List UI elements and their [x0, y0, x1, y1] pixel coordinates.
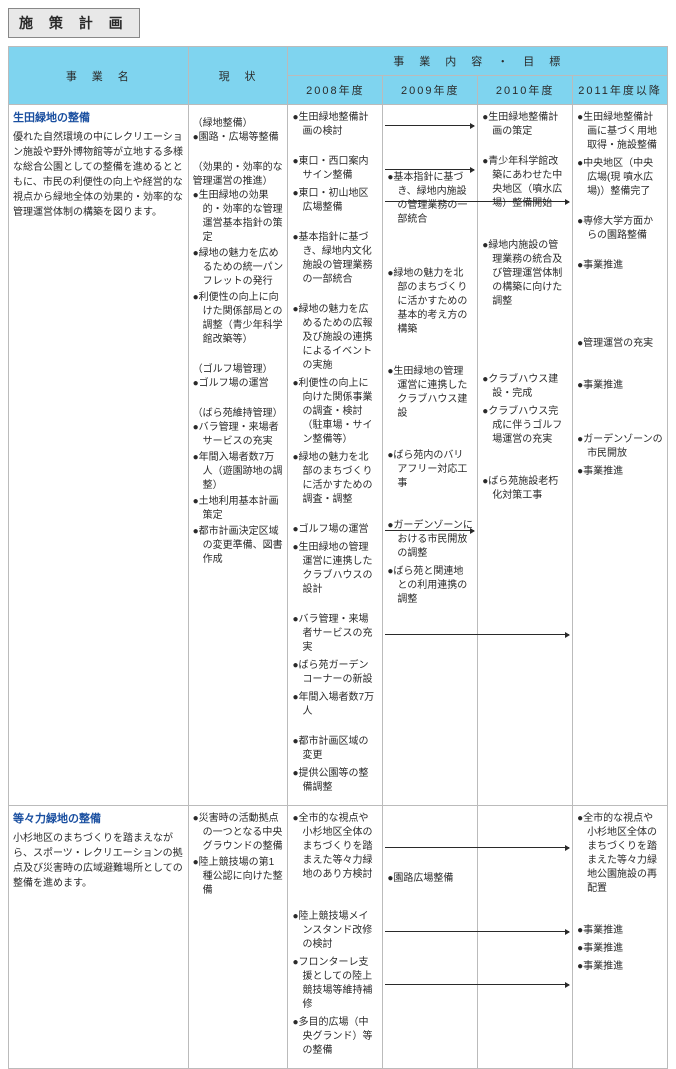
- status-item: ●都市計画決定区域の変更準備、図書作成: [193, 525, 284, 567]
- bullet-item: ●ばら苑と関連地との利用連携の調整: [387, 565, 473, 607]
- project-description: 優れた自然環境の中にレクリエーション施設や野外博物館等が立地する多様な総合公園と…: [13, 130, 184, 220]
- bullet-item: ●提供公園等の整備調整: [292, 767, 378, 795]
- arrow-icon: [385, 201, 569, 202]
- bullet-item: ●緑地の魅力を北部のまちづくりに活かすための基本的考え方の構築: [387, 267, 473, 337]
- bullet-item: ●園路広場整備: [387, 872, 473, 886]
- status-cell: （緑地整備）●園路・広場等整備 （効果的・効率的な管理運営の推進）●生田緑地の効果…: [188, 105, 288, 806]
- status-item: ●バラ管理・来場者サービスの充実: [193, 421, 284, 449]
- y2009-cell: ●基本指針に基づき、緑地内施設の管理業務の一部統合 ●緑地の魅力を北部のまちづくり…: [383, 105, 478, 806]
- bullet-item: ●バラ管理・来場者サービスの充実: [292, 613, 378, 655]
- header-status: 現 状: [188, 47, 288, 105]
- bullet-item: ●事業推進: [577, 960, 663, 974]
- bullet-item: ●陸上競技場メインスタンド改修の検討: [292, 910, 378, 952]
- arrow-icon: [385, 931, 569, 932]
- project-title: 等々力緑地の整備: [13, 812, 184, 827]
- y2008-cell: ●全市的な視点や小杉地区全体のまちづくりを踏まえた等々力緑地のあり方検討 ●陸上競…: [288, 806, 383, 1069]
- status-group-head: （効果的・効率的な管理運営の推進）: [193, 161, 284, 189]
- status-item: ●災害時の活動拠点の一つとなる中央グラウンドの整備: [193, 812, 284, 854]
- bullet-item: ●事業推進: [577, 259, 663, 273]
- header-y2011: 2011年度以降: [573, 76, 668, 105]
- status-item: ●生田緑地の効果的・効率的な管理運営基本指針の策定: [193, 189, 284, 245]
- bullet-item: ●事業推進: [577, 924, 663, 938]
- arrow-icon: [385, 847, 569, 848]
- bullet-item: ●青少年科学館改築にあわせた中央地区（噴水広場）整備開始: [482, 155, 568, 211]
- arrow-icon: [385, 169, 474, 170]
- bullet-item: ●緑地内施設の管理業務の統合及び管理運営体制の構築に向けた調整: [482, 239, 568, 309]
- bullet-item: ●全市的な視点や小杉地区全体のまちづくりを踏まえた等々力緑地公園施設の再配置: [577, 812, 663, 896]
- status-item: ●利便性の向上に向けた関係部局との調整（青少年科学館改築等）: [193, 291, 284, 347]
- bullet-item: ●生田緑地整備計画の検討: [292, 111, 378, 139]
- bullet-item: ●多目的広場（中央グランド）等の整備: [292, 1016, 378, 1058]
- status-item: ●ゴルフ場の運営: [193, 377, 284, 391]
- bullet-item: ●生田緑地整備計画の策定: [482, 111, 568, 139]
- bullet-item: ●クラブハウス建設・完成: [482, 373, 568, 401]
- project-title: 生田緑地の整備: [13, 111, 184, 126]
- project-description: 小杉地区のまちづくりを踏まえながら、スポーツ・レクリエーションの拠点及び災害時の…: [13, 831, 184, 891]
- bullet-item: ●事業推進: [577, 942, 663, 956]
- bullet-item: ●事業推進: [577, 465, 663, 479]
- bullet-item: ●管理運営の充実: [577, 337, 663, 351]
- arrow-icon: [385, 530, 474, 531]
- bullet-item: ●専修大学方面からの園路整備: [577, 215, 663, 243]
- y2009-cell: ●園路広場整備: [383, 806, 478, 1069]
- status-item: ●園路・広場等整備: [193, 131, 284, 145]
- bullet-item: ●事業推進: [577, 379, 663, 393]
- status-item: ●土地利用基本計画策定: [193, 495, 284, 523]
- status-group-head: （ゴルフ場管理）: [193, 363, 284, 377]
- bullet-item: ●基本指針に基づき、緑地内施設の管理業務の一部統合: [387, 171, 473, 227]
- status-item: ●年間入場者数7万人（遊園跡地の調整）: [193, 451, 284, 493]
- table-row: 生田緑地の整備優れた自然環境の中にレクリエーション施設や野外博物館等が立地する多…: [9, 105, 668, 806]
- header-content-goal: 事 業 内 容 ・ 目 標: [288, 47, 668, 76]
- arrow-icon: [385, 634, 569, 635]
- bullet-item: ●生田緑地の管理運営に連携したクラブハウス建設: [387, 365, 473, 421]
- bullet-item: ●緑地の魅力を広めるための広報及び施設の連携によるイベントの実施: [292, 303, 378, 373]
- status-item: ●陸上競技場の第1種公認に向けた整備: [193, 856, 284, 898]
- bullet-item: ●全市的な視点や小杉地区全体のまちづくりを踏まえた等々力緑地のあり方検討: [292, 812, 378, 882]
- header-project-name: 事 業 名: [9, 47, 189, 105]
- bullet-item: ●都市計画区域の変更: [292, 735, 378, 763]
- bullet-item: ●利便性の向上に向けた関係事業の調査・検討（駐車場・サイン整備等）: [292, 377, 378, 447]
- bullet-item: ●中央地区（中央広場(現 噴水広場)）整備完了: [577, 157, 663, 199]
- y2008-cell: ●生田緑地整備計画の検討 ●東口・西口案内サイン整備 ●東口・初山地区広場整備 ●基本…: [288, 105, 383, 806]
- bullet-item: ●クラブハウス完成に伴うゴルフ場運営の充実: [482, 405, 568, 447]
- status-cell: ●災害時の活動拠点の一つとなる中央グラウンドの整備●陸上競技場の第1種公認に向け…: [188, 806, 288, 1069]
- bullet-item: ●東口・西口案内サイン整備: [292, 155, 378, 183]
- bullet-item: ●緑地の魅力を北部のまちづくりに活かすための調査・調整: [292, 451, 378, 507]
- header-y2009: 2009年度: [383, 76, 478, 105]
- bullet-item: ●ばら苑施設老朽化対策工事: [482, 475, 568, 503]
- y2011-cell: ●全市的な視点や小杉地区全体のまちづくりを踏まえた等々力緑地公園施設の再配置 ●事…: [573, 806, 668, 1069]
- y2011-cell: ●生田緑地整備計画に基づく用地取得・施設整備●中央地区（中央広場(現 噴水広場)…: [573, 105, 668, 806]
- bullet-item: ●年間入場者数7万人: [292, 691, 378, 719]
- bullet-item: ●基本指針に基づき、緑地内文化施設の管理業務の一部統合: [292, 231, 378, 287]
- y2010-cell: [478, 806, 573, 1069]
- status-group-head: （ばら苑維持管理）: [193, 407, 284, 421]
- header-y2008: 2008年度: [288, 76, 383, 105]
- bullet-item: ●ガーデンゾーンの市民開放: [577, 433, 663, 461]
- bullet-item: ●生田緑地整備計画に基づく用地取得・施設整備: [577, 111, 663, 153]
- bullet-item: ●ばら苑内のバリアフリー対応工事: [387, 449, 473, 491]
- status-item: ●緑地の魅力を広めるための統一パンフレットの発行: [193, 247, 284, 289]
- arrow-icon: [385, 125, 474, 126]
- status-group-head: （緑地整備）: [193, 117, 284, 131]
- bullet-item: ●フロンターレ支援としての陸上競技場等維持補修: [292, 956, 378, 1012]
- bullet-item: ●東口・初山地区広場整備: [292, 187, 378, 215]
- bullet-item: ●ばら苑ガーデンコーナーの新設: [292, 659, 378, 687]
- header-y2010: 2010年度: [478, 76, 573, 105]
- bullet-item: ●生田緑地の管理運営に連携したクラブハウスの設計: [292, 541, 378, 597]
- bullet-item: ●ゴルフ場の運営: [292, 523, 378, 537]
- bullet-item: ●ガーデンゾーンにおける市民開放の調整: [387, 519, 473, 561]
- arrow-icon: [385, 984, 569, 985]
- y2010-cell: ●生田緑地整備計画の策定 ●青少年科学館改築にあわせた中央地区（噴水広場）整備開始…: [478, 105, 573, 806]
- page-title: 施 策 計 画: [8, 8, 140, 38]
